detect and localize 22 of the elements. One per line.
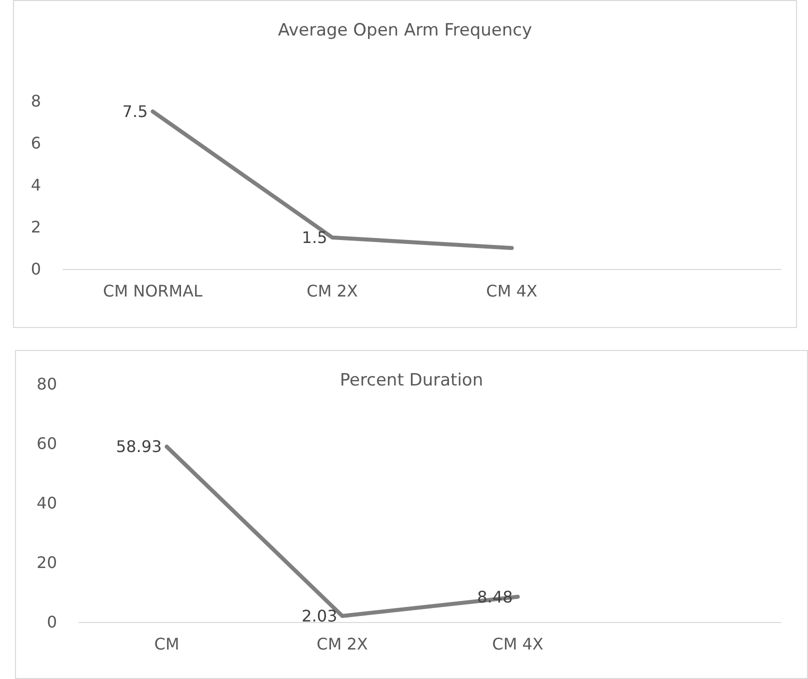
y-tick-label: 20 — [36, 553, 57, 572]
y-tick-label: 60 — [36, 434, 57, 453]
x-tick-label: CM NORMAL — [103, 282, 203, 300]
x-tick-label: CM 4X — [492, 634, 544, 654]
y-tick-label: 0 — [30, 260, 41, 278]
x-tick-label: CM 4X — [486, 282, 538, 300]
chart-title: Percent Duration — [340, 370, 484, 390]
data-label: 1.5 — [302, 228, 328, 247]
data-label: 58.93 — [116, 437, 162, 456]
y-tick-label: 4 — [30, 176, 41, 194]
y-tick-label: 2 — [30, 218, 41, 236]
x-tick-label: CM 2X — [306, 282, 358, 300]
chart-title: Average Open Arm Frequency — [278, 20, 532, 40]
y-tick-label: 80 — [36, 374, 57, 394]
y-tick-label: 0 — [46, 612, 57, 632]
data-label: 7.5 — [122, 102, 148, 121]
x-tick-label: CM — [154, 634, 180, 654]
y-tick-label: 40 — [36, 494, 57, 512]
x-tick-label: CM 2X — [316, 634, 368, 654]
y-tick-label: 8 — [30, 92, 41, 110]
y-tick-label: 6 — [30, 134, 41, 152]
data-label: 2.03 — [302, 606, 338, 626]
